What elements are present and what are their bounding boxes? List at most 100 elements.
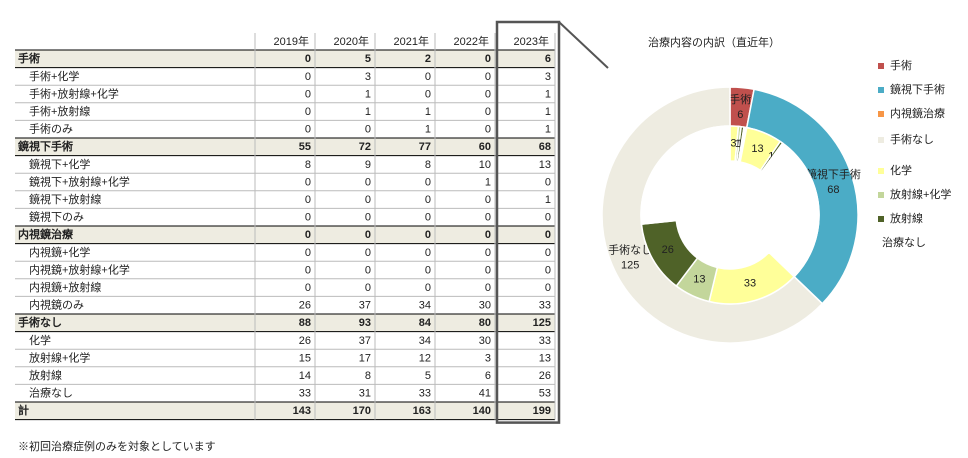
cell-value: 0 [545,212,551,224]
group-row-bg [15,402,555,420]
cell-value: 8 [365,370,371,382]
cell-value: 0 [305,88,311,100]
cell-value: 0 [365,124,371,136]
cell-value: 60 [479,141,491,153]
cell-value: 1 [545,194,551,206]
legend-swatch [878,87,884,93]
segment-value: 6 [737,109,743,121]
cell-value: 0 [365,282,371,294]
cell-value: 0 [485,194,491,206]
cell-value: 34 [419,300,431,312]
cell-value: 1 [425,124,431,136]
cell-value: 30 [479,335,491,347]
cell-value: 0 [485,88,491,100]
cell-value: 0 [425,212,431,224]
cell-value: 1 [365,88,371,100]
legend-label: 鏡視下手術 [890,82,945,96]
cell-value: 14 [299,370,311,382]
group-row-bg [15,138,555,156]
cell-value: 0 [425,194,431,206]
cell-value: 0 [485,71,491,83]
group-row-bg [15,226,555,244]
cell-value: 0 [545,229,551,241]
row-label: 治療なし [29,386,73,400]
cell-value: 15 [299,352,311,364]
segment-value: 68 [827,184,839,196]
column-header: 2020年 [334,34,369,48]
legend-swatch [878,216,884,222]
cell-value: 72 [359,141,371,153]
cell-value: 163 [413,405,431,417]
cell-value: 143 [293,405,311,417]
segment-value: 1 [735,138,741,150]
column-header: 2021年 [394,34,429,48]
cell-value: 0 [425,247,431,259]
row-label: 鏡視下のみ [29,210,84,224]
segment-name: 鏡視下手術 [806,167,861,181]
group-label: 鏡視下手術 [18,139,73,153]
legend-label: 放射線 [890,211,923,225]
cell-value: 9 [365,159,371,171]
cell-value: 0 [305,176,311,188]
cell-value: 1 [545,88,551,100]
cell-value: 2 [425,53,431,65]
cell-value: 0 [545,264,551,276]
cell-value: 0 [365,247,371,259]
cell-value: 1 [545,124,551,136]
cell-value: 33 [539,300,551,312]
cell-value: 0 [305,106,311,118]
legend-label: 手術なし [890,132,934,146]
cell-value: 0 [425,176,431,188]
cell-value: 41 [479,388,491,400]
row-label: 手術+放射線 [29,104,90,118]
cell-value: 1 [425,106,431,118]
cell-value: 140 [473,405,491,417]
cell-value: 199 [533,405,551,417]
group-label: 手術 [18,51,40,65]
cell-value: 0 [305,71,311,83]
cell-value: 0 [305,194,311,206]
cell-value: 37 [359,300,371,312]
cell-value: 33 [539,335,551,347]
cell-value: 0 [485,264,491,276]
cell-value: 0 [485,229,491,241]
highlight-box [495,20,561,424]
cell-value: 88 [299,317,311,329]
cell-value: 84 [419,317,432,329]
column-header: 2022年 [454,34,489,48]
cell-value: 1 [545,106,551,118]
cell-value: 77 [419,141,431,153]
cell-value: 93 [359,317,371,329]
cell-value: 0 [365,229,371,241]
cell-value: 10 [479,159,491,171]
row-label: 鏡視下+化学 [29,157,90,171]
cell-value: 33 [419,388,431,400]
segment-value: 26 [662,244,674,256]
cell-value: 13 [539,352,551,364]
cell-value: 0 [485,282,491,294]
cell-value: 0 [365,264,371,276]
segment-value: 125 [621,259,639,271]
cell-value: 30 [479,300,491,312]
column-header: 2019年 [274,34,309,48]
cell-value: 0 [425,229,431,241]
cell-value: 33 [299,388,311,400]
row-label: 内視鏡+化学 [29,245,90,259]
segment-value: 33 [744,278,756,290]
legend-label: 放射線+化学 [890,187,951,201]
row-label: 内視鏡のみ [29,298,84,312]
cell-value: 17 [359,352,371,364]
row-label: 化学 [29,333,51,347]
row-label: 放射線 [29,368,62,382]
legend-label: 化学 [890,163,912,177]
cell-value: 0 [305,53,311,65]
cell-value: 0 [365,176,371,188]
cell-value: 0 [305,212,311,224]
legend-label: 手術 [890,58,912,72]
cell-value: 3 [365,71,371,83]
row-label: 放射線+化学 [29,350,90,364]
legend-swatch [878,63,884,69]
cell-value: 26 [539,370,551,382]
group-label: 手術なし [18,315,62,329]
